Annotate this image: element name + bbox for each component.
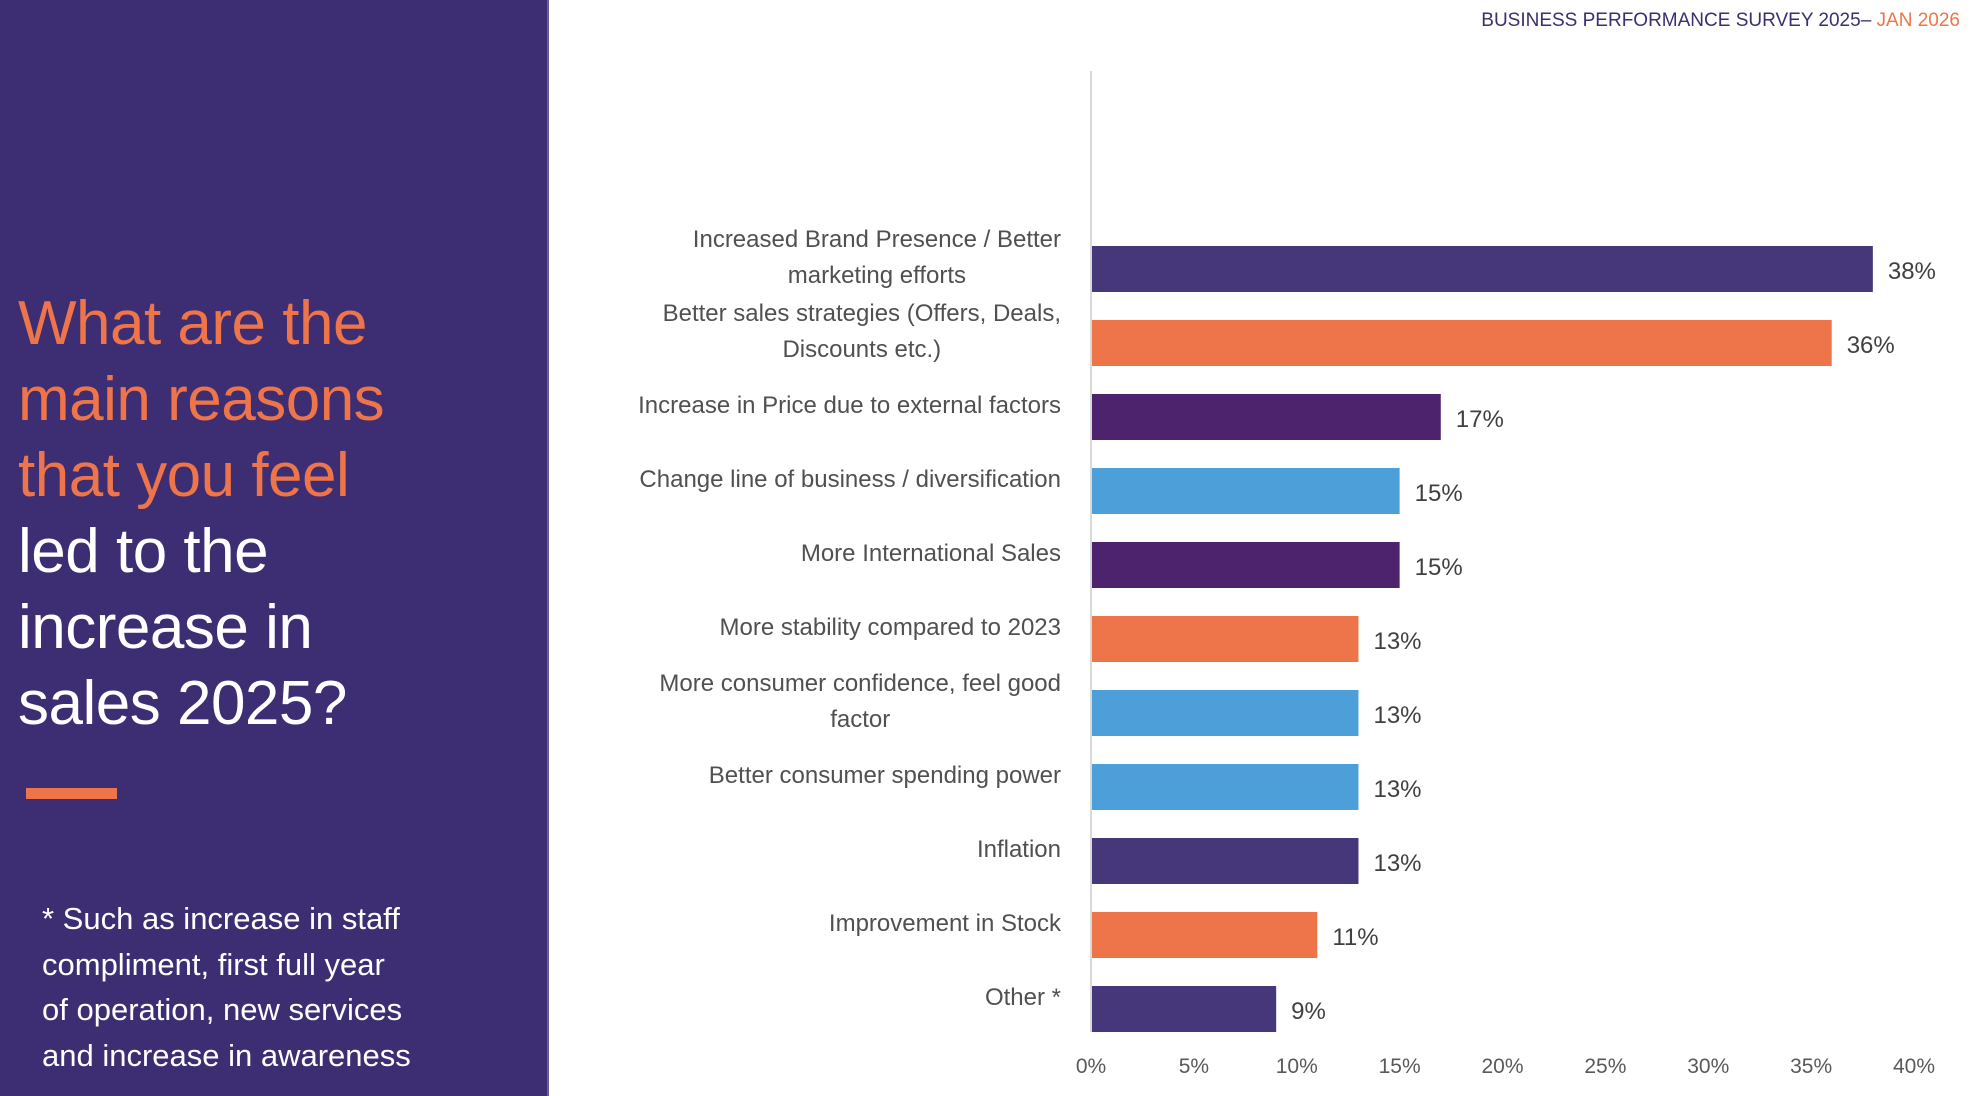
x-tick-label: 15%	[1379, 1055, 1421, 1078]
category-label-line: Increased Brand Presence / Better	[693, 226, 1061, 253]
question-line: led to the	[18, 517, 269, 586]
survey-title: BUSINESS PERFORMANCE SURVEY 2025–	[1481, 10, 1877, 31]
bar	[1092, 912, 1318, 958]
category-label: Better consumer spending power	[709, 762, 1061, 789]
bar	[1092, 764, 1359, 810]
question-line: What are the	[18, 289, 367, 358]
bar	[1092, 542, 1400, 588]
question-heading: What are the main reasons that you feel …	[18, 286, 385, 742]
x-tick-label: 20%	[1481, 1055, 1523, 1078]
question-line: sales 2025?	[18, 669, 347, 738]
bar	[1092, 246, 1873, 292]
category-label: Increase in Price due to external factor…	[638, 392, 1061, 419]
category-label: More stability compared to 2023	[719, 614, 1061, 641]
category-label: Better sales strategies (Offers, Deals, D…	[663, 300, 1061, 363]
category-label-line: Discounts etc.)	[782, 336, 941, 363]
x-tick-label: 25%	[1584, 1055, 1626, 1078]
data-label: 13%	[1373, 702, 1421, 729]
question-line: main reasons	[18, 365, 385, 434]
data-label: 17%	[1456, 406, 1504, 433]
data-label: 38%	[1888, 258, 1936, 285]
category-label-line: Better sales strategies (Offers, Deals,	[663, 300, 1061, 327]
data-label: 11%	[1332, 924, 1378, 951]
footnote-line: * Such as increase in staff	[42, 901, 400, 936]
footnote: * Such as increase in staff compliment, …	[42, 896, 522, 1078]
question-panel: What are the main reasons that you feel …	[0, 0, 549, 1096]
bar	[1092, 616, 1359, 662]
data-label: 9%	[1291, 998, 1326, 1025]
bar	[1092, 394, 1441, 440]
data-label: 13%	[1373, 628, 1421, 655]
bar	[1092, 468, 1400, 514]
category-label: More consumer confidence, feel good facto…	[659, 670, 1061, 733]
bar	[1092, 986, 1277, 1032]
data-label: 13%	[1373, 776, 1421, 803]
survey-date: JAN 2026	[1876, 10, 1960, 31]
x-tick-label: 35%	[1790, 1055, 1832, 1078]
data-label: 15%	[1415, 554, 1463, 581]
footnote-line: compliment, first full year	[42, 946, 385, 982]
x-tick-label: 40%	[1893, 1055, 1935, 1078]
bar	[1092, 838, 1359, 884]
bar	[1092, 320, 1832, 366]
survey-header: BUSINESS PERFORMANCE SURVEY 2025– JAN 20…	[1481, 10, 1960, 32]
data-label: 15%	[1415, 480, 1463, 507]
accent-divider	[26, 788, 117, 799]
data-label: 36%	[1847, 332, 1895, 359]
x-tick-label: 5%	[1179, 1055, 1209, 1078]
category-label: Change line of business / diversificatio…	[639, 466, 1061, 493]
x-tick-label: 0%	[1076, 1055, 1106, 1078]
category-label-line: factor	[830, 706, 890, 733]
category-label: More International Sales	[801, 540, 1061, 567]
category-label-line: More consumer confidence, feel good	[659, 670, 1061, 697]
data-label: 13%	[1373, 850, 1421, 877]
footnote-line: of operation, new services	[42, 992, 403, 1027]
bar	[1092, 690, 1359, 736]
question-line: that you feel	[18, 441, 350, 510]
x-tick-label: 10%	[1276, 1055, 1318, 1078]
question-line: increase in	[18, 593, 313, 662]
category-label: Improvement in Stock	[829, 910, 1062, 937]
x-tick-label: 30%	[1687, 1055, 1729, 1078]
footnote-line: and increase in awareness	[42, 1037, 411, 1073]
category-label: Other *	[985, 984, 1061, 1011]
category-label-line: marketing efforts	[788, 262, 966, 289]
category-label: Inflation	[977, 836, 1061, 863]
category-label: Increased Brand Presence / Better marketi…	[693, 226, 1061, 289]
